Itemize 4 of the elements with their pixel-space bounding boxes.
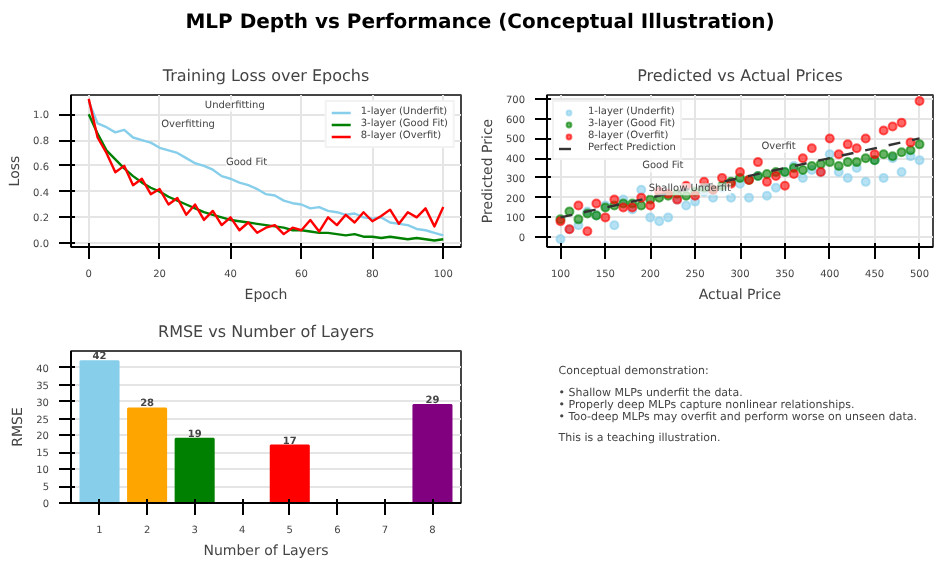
text: MLP Depth vs Performance (Conceptual Illustration) xyxy=(185,10,775,38)
chart-title: Predicted vs Actual Prices xyxy=(637,67,843,85)
chart-title: Training Loss over Epochs xyxy=(160,67,370,85)
chart-title: RMSE vs Number of Layers xyxy=(158,323,375,341)
